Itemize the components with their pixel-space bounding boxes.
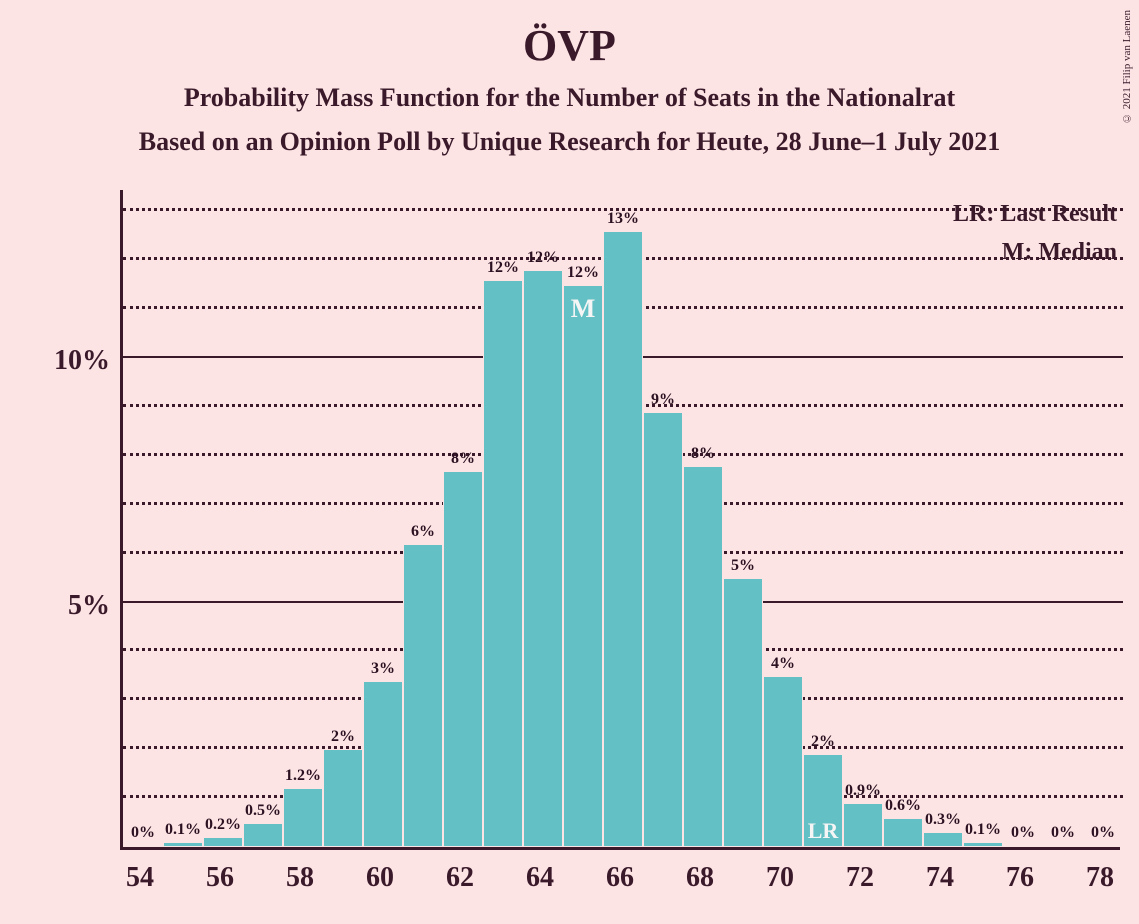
bar: 12% bbox=[483, 280, 523, 847]
bar: 9% bbox=[643, 412, 683, 847]
median-marker: M bbox=[564, 294, 602, 324]
x-tick-label: 54 bbox=[120, 862, 160, 894]
x-tick-label: 74 bbox=[920, 862, 960, 894]
copyright-notice: © 2021 Filip van Laenen bbox=[1121, 10, 1133, 124]
bar: 12% bbox=[523, 270, 563, 847]
x-tick-label: 78 bbox=[1080, 862, 1120, 894]
bar-value-label: 2% bbox=[804, 733, 842, 751]
bar: 8% bbox=[683, 466, 723, 847]
bar: 0% bbox=[123, 845, 163, 847]
chart-subtitle-1: Probability Mass Function for the Number… bbox=[0, 83, 1139, 113]
bar: 0.2% bbox=[203, 837, 243, 847]
chart-container: ÖVP Probability Mass Function for the Nu… bbox=[0, 0, 1139, 924]
bar: 0.9% bbox=[843, 803, 883, 847]
bar-value-label: 0% bbox=[1004, 824, 1042, 842]
bar: 0% bbox=[1043, 845, 1083, 847]
y-tick-label: 5% bbox=[20, 590, 110, 622]
x-tick-label: 72 bbox=[840, 862, 880, 894]
bar-value-label: 0.6% bbox=[884, 797, 922, 815]
bar-value-label: 0% bbox=[124, 824, 162, 842]
bar-value-label: 9% bbox=[644, 391, 682, 409]
bar-value-label: 12% bbox=[484, 259, 522, 277]
bar-value-label: 0% bbox=[1084, 824, 1122, 842]
chart-subtitle-2: Based on an Opinion Poll by Unique Resea… bbox=[0, 127, 1139, 157]
bar-value-label: 0.1% bbox=[164, 821, 202, 839]
bar-value-label: 2% bbox=[324, 728, 362, 746]
bar: 0.6% bbox=[883, 818, 923, 847]
bar-value-label: 0.2% bbox=[204, 816, 242, 834]
bar: 0% bbox=[1003, 845, 1043, 847]
bar: 0% bbox=[1083, 845, 1123, 847]
bar: 8% bbox=[443, 471, 483, 847]
bar: 1.2% bbox=[283, 788, 323, 847]
chart-title: ÖVP bbox=[0, 0, 1139, 71]
bar: 0.1% bbox=[963, 842, 1003, 847]
bar-value-label: 12% bbox=[524, 249, 562, 267]
x-tick-label: 70 bbox=[760, 862, 800, 894]
bar-value-label: 0.9% bbox=[844, 782, 882, 800]
bar-value-label: 0.5% bbox=[244, 802, 282, 820]
bar-value-label: 4% bbox=[764, 655, 802, 673]
y-tick-label: 10% bbox=[20, 345, 110, 377]
x-tick-label: 56 bbox=[200, 862, 240, 894]
x-tick-label: 58 bbox=[280, 862, 320, 894]
bar-value-label: 6% bbox=[404, 523, 442, 541]
bar-value-label: 3% bbox=[364, 660, 402, 678]
bar: 0.1% bbox=[163, 842, 203, 847]
chart-area: 0%0.1%0.2%0.5%1.2%2%3%6%8%12%12%12%M13%9… bbox=[120, 190, 1120, 850]
bar: 2%LR bbox=[803, 754, 843, 847]
bar: 2% bbox=[323, 749, 363, 847]
bar-value-label: 0.1% bbox=[964, 821, 1002, 839]
bar-value-label: 8% bbox=[684, 445, 722, 463]
x-tick-label: 62 bbox=[440, 862, 480, 894]
x-tick-label: 60 bbox=[360, 862, 400, 894]
bar-value-label: 0% bbox=[1044, 824, 1082, 842]
bar: 4% bbox=[763, 676, 803, 847]
plot-area: 0%0.1%0.2%0.5%1.2%2%3%6%8%12%12%12%M13%9… bbox=[120, 190, 1120, 850]
x-tick-label: 76 bbox=[1000, 862, 1040, 894]
bar-value-label: 12% bbox=[564, 264, 602, 282]
last-result-marker: LR bbox=[804, 818, 842, 844]
bar-value-label: 1.2% bbox=[284, 767, 322, 785]
bar-value-label: 0.3% bbox=[924, 811, 962, 829]
bar-value-label: 5% bbox=[724, 557, 762, 575]
bar: 5% bbox=[723, 578, 763, 847]
x-tick-label: 68 bbox=[680, 862, 720, 894]
bar-value-label: 8% bbox=[444, 450, 482, 468]
bar: 0.5% bbox=[243, 823, 283, 847]
bar-value-label: 13% bbox=[604, 210, 642, 228]
bar: 6% bbox=[403, 544, 443, 847]
bar: 13% bbox=[603, 231, 643, 847]
x-tick-label: 64 bbox=[520, 862, 560, 894]
x-tick-label: 66 bbox=[600, 862, 640, 894]
bar: 0.3% bbox=[923, 832, 963, 847]
bar: 12%M bbox=[563, 285, 603, 847]
bar: 3% bbox=[363, 681, 403, 847]
